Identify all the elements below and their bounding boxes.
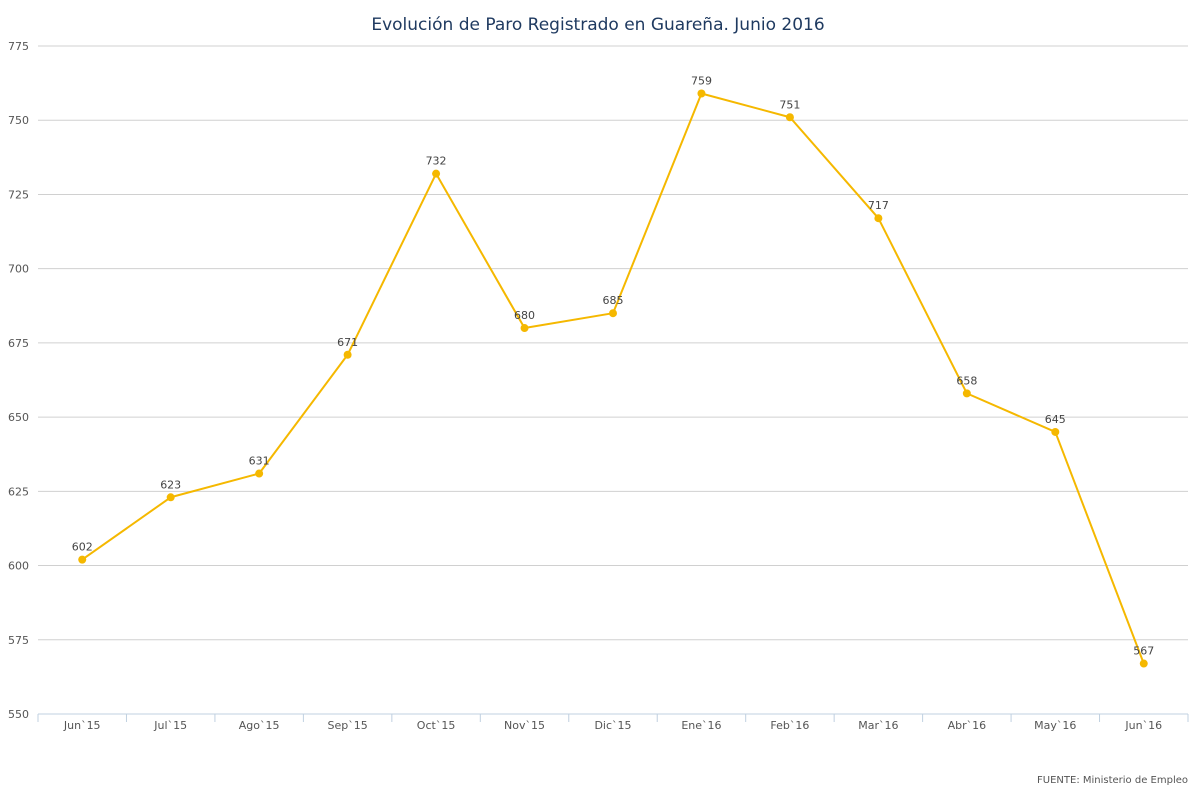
y-tick-label: 750 (8, 114, 29, 127)
x-tick-label: Mar`16 (858, 719, 898, 732)
data-label: 759 (691, 75, 712, 88)
x-tick-label: May`16 (1034, 719, 1076, 732)
x-tick-label: Jul`15 (153, 719, 187, 732)
x-tick-label: Sep`15 (327, 719, 367, 732)
y-tick-label: 675 (8, 337, 29, 350)
data-label: 567 (1133, 645, 1154, 658)
y-tick-label: 775 (8, 40, 29, 53)
data-point[interactable] (962, 389, 971, 398)
data-point[interactable] (609, 309, 617, 318)
data-point[interactable] (255, 469, 264, 478)
x-tick-label: Oct`15 (417, 719, 456, 732)
source-note: FUENTE: Ministerio de Empleo (1037, 775, 1188, 786)
data-label: 685 (603, 294, 624, 307)
x-tick-label: Ago`15 (239, 719, 280, 732)
y-axis: 550 575 600 625 650 675 700 725 750 775 (8, 40, 29, 721)
data-label: 751 (779, 98, 800, 111)
chart-title: Evolución de Paro Registrado en Guareña.… (371, 15, 824, 35)
y-tick-label: 625 (8, 485, 29, 498)
y-tick-label: 650 (8, 411, 29, 424)
x-tick-label: Ene`16 (681, 719, 721, 732)
data-point[interactable] (1139, 659, 1148, 668)
x-tick-label: Feb`16 (770, 719, 809, 732)
data-point[interactable] (520, 324, 529, 333)
data-label: 658 (956, 374, 977, 387)
x-tick-label: Jun`15 (63, 719, 101, 732)
data-point[interactable] (785, 113, 794, 122)
y-tick-label: 700 (8, 263, 29, 276)
data-point[interactable] (343, 350, 352, 359)
data-label: 623 (160, 478, 181, 491)
x-tick-label: Nov`15 (504, 719, 545, 732)
grid-lines (38, 45, 1188, 641)
data-label: 717 (868, 199, 889, 212)
x-tick-label: Jun`16 (1124, 719, 1162, 732)
y-tick-label: 725 (8, 188, 29, 201)
y-tick-label: 575 (8, 634, 29, 647)
data-label: 645 (1045, 413, 1066, 426)
data-point[interactable] (874, 214, 883, 223)
x-tick-label: Dic`15 (594, 719, 631, 732)
y-tick-label: 600 (8, 560, 29, 573)
x-axis: Jun`15 Jul`15 Ago`15 Sep`15 Oct`15 Nov`15 Dic`… (37, 713, 1189, 732)
data-point[interactable] (1051, 427, 1060, 436)
data-label: 680 (514, 309, 535, 322)
data-point[interactable] (697, 89, 706, 98)
data-label: 671 (337, 336, 358, 349)
y-tick-label: 550 (8, 708, 29, 721)
series-line (81, 92, 1145, 664)
data-point[interactable] (432, 169, 441, 178)
data-label: 631 (249, 455, 270, 468)
data-point[interactable] (78, 555, 87, 564)
data-label: 602 (72, 541, 93, 554)
data-label: 732 (426, 155, 447, 168)
data-point[interactable] (166, 493, 175, 502)
series-area: 602 623 631 671 732 680 685 759 751 717 658 645 567 (72, 75, 1154, 668)
x-tick-label: Abr`16 (948, 719, 987, 732)
